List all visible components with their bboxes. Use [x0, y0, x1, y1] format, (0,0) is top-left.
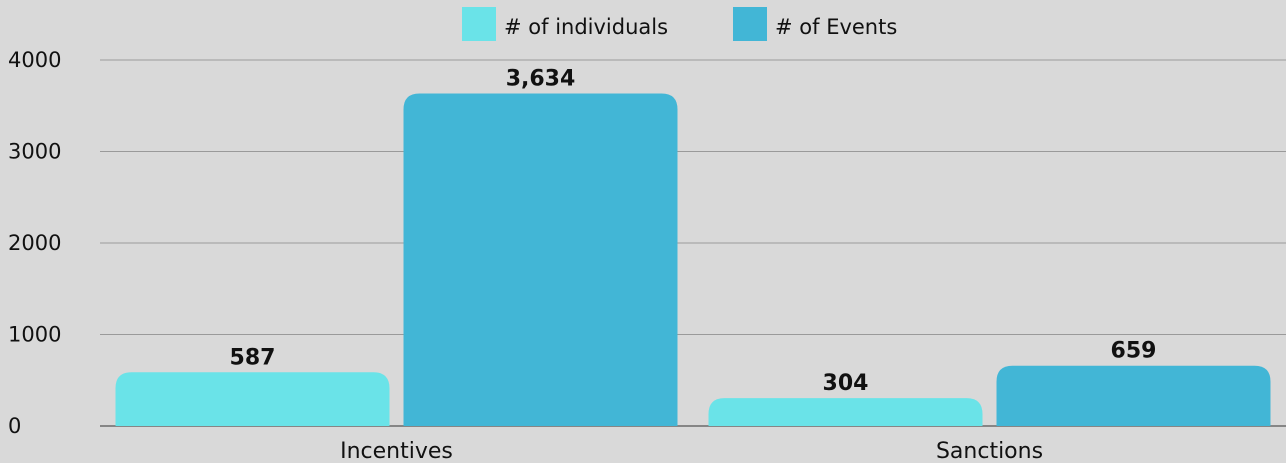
y-tick-label: 4000 [8, 48, 61, 72]
x-category-label: Sanctions [936, 439, 1043, 463]
bars [115, 93, 1271, 426]
legend-label: # of Events [775, 15, 897, 39]
x-category-label: Incentives [340, 439, 453, 463]
data-label: 3,634 [506, 66, 576, 91]
x-axis-categories: Incentives Sanctions [340, 439, 1043, 463]
data-label: 587 [230, 345, 276, 370]
y-tick-label: 3000 [8, 140, 61, 164]
y-axis-ticks: 0 1000 2000 3000 4000 [8, 48, 61, 438]
data-label: 659 [1111, 339, 1157, 364]
bar-incentives-events [403, 93, 678, 426]
y-tick-label: 2000 [8, 231, 61, 255]
bar-incentives-individuals [115, 372, 390, 426]
data-labels: 587 3,634 304 659 [230, 66, 1157, 396]
legend: # of individuals # of Events [462, 7, 897, 41]
bar-sanctions-individuals [708, 398, 983, 426]
y-tick-label: 0 [8, 414, 21, 438]
data-label: 304 [823, 371, 869, 396]
bar-sanctions-events [996, 365, 1271, 426]
y-tick-label: 1000 [8, 323, 61, 347]
legend-label: # of individuals [504, 15, 668, 39]
legend-swatch [462, 7, 496, 41]
legend-swatch [733, 7, 767, 41]
